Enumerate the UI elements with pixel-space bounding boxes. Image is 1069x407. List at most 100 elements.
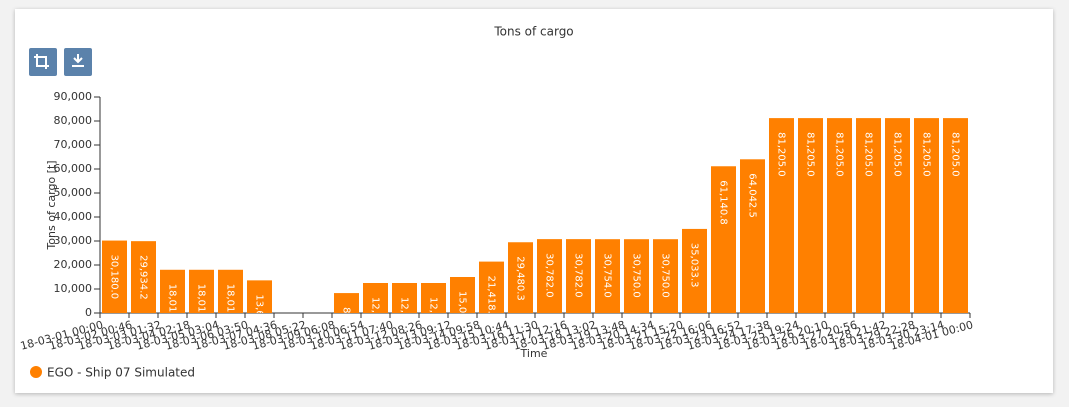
value-label-group: 81,205.0: [805, 132, 816, 177]
bar: [653, 239, 678, 313]
value-label: 30,782.0: [544, 253, 555, 298]
bar: [798, 118, 823, 313]
value-label: 15,0: [457, 291, 468, 313]
y-axis-label: Tons of cargo [t]: [45, 160, 58, 250]
value-label: 81,205.0: [921, 132, 932, 177]
download-button[interactable]: [64, 48, 92, 76]
value-label: 21,418.: [486, 276, 497, 314]
value-label: 81,205.0: [776, 132, 787, 177]
value-label: 35,033.3: [689, 243, 700, 288]
bar: [102, 240, 127, 313]
bar: [363, 283, 388, 313]
y-tick-label: 60,000: [54, 162, 93, 175]
value-label: 30,750.0: [660, 253, 671, 298]
bar: [856, 118, 881, 313]
value-label-group: 12,: [399, 297, 410, 313]
bar: [334, 293, 359, 313]
value-label-group: 8: [341, 307, 352, 313]
value-label-group: 13,6: [254, 294, 265, 316]
crop-button-bg[interactable]: [29, 48, 57, 76]
bar: [566, 239, 591, 313]
bar: [247, 280, 272, 313]
value-label: 18,01: [225, 284, 236, 313]
y-tick-label: 0: [85, 306, 92, 319]
value-label: 30,782.0: [573, 253, 584, 298]
value-label: 30,180.0: [109, 255, 120, 300]
value-label-group: 81,205.0: [892, 132, 903, 177]
bar: [508, 242, 533, 313]
y-tick-label: 40,000: [54, 210, 93, 223]
value-label-group: 12,: [370, 297, 381, 313]
bar: [218, 269, 243, 313]
value-label-group: 18,01: [196, 284, 207, 313]
value-label-group: 81,205.0: [834, 132, 845, 177]
bar: [392, 283, 417, 313]
value-label-group: 30,782.0: [544, 253, 555, 298]
bar: [421, 283, 446, 313]
bar: [711, 166, 736, 313]
y-tick-label: 20,000: [54, 258, 93, 271]
value-label-group: 21,418.: [486, 276, 497, 314]
value-label-group: 81,205.0: [950, 132, 961, 177]
value-label: 29,480.3: [515, 256, 526, 301]
value-label-group: 29,480.3: [515, 256, 526, 301]
crop-icon: [34, 54, 49, 69]
value-label-group: 30,750.0: [660, 253, 671, 298]
value-label-group: 18,01: [167, 284, 178, 313]
value-label: 8: [341, 307, 352, 313]
download-icon: [72, 54, 84, 67]
bar: [624, 239, 649, 313]
value-label-group: 30,754.0: [602, 253, 613, 298]
legend-swatch[interactable]: [30, 366, 42, 378]
bar: [740, 159, 765, 313]
y-tick-label: 30,000: [54, 234, 93, 247]
value-label-group: 81,205.0: [921, 132, 932, 177]
value-label: 81,205.0: [892, 132, 903, 177]
bar: [189, 269, 214, 313]
bar: [595, 239, 620, 313]
value-label: 29,934.2: [138, 255, 149, 300]
value-label-group: 30,782.0: [573, 253, 584, 298]
y-tick-label: 90,000: [54, 90, 93, 103]
value-label-group: 29,934.2: [138, 255, 149, 300]
value-label-group: 81,205.0: [863, 132, 874, 177]
bar: [827, 118, 852, 313]
value-label-group: 81,205.0: [776, 132, 787, 177]
value-label-group: 61,140.8: [718, 180, 729, 225]
y-tick-label: 80,000: [54, 114, 93, 127]
bar: [450, 277, 475, 313]
bar: [914, 118, 939, 313]
value-label: 81,205.0: [805, 132, 816, 177]
value-label: 18,01: [167, 284, 178, 313]
value-label-group: 35,033.3: [689, 243, 700, 288]
legend-label[interactable]: EGO - Ship 07 Simulated: [47, 366, 195, 380]
value-label: 81,205.0: [863, 132, 874, 177]
bar: [682, 228, 707, 313]
y-tick-label: 10,000: [54, 282, 93, 295]
value-label: 81,205.0: [834, 132, 845, 177]
bar: [537, 239, 562, 313]
bar: [885, 118, 910, 313]
value-label: 18,01: [196, 284, 207, 313]
bar: [769, 118, 794, 313]
bar: [131, 241, 156, 313]
value-label-group: 30,750.0: [631, 253, 642, 298]
value-label-group: 18,01: [225, 284, 236, 313]
value-label: 12,: [370, 297, 381, 313]
value-label-group: 64,042.5: [747, 173, 758, 218]
value-label-group: 30,180.0: [109, 255, 120, 300]
value-label: 30,754.0: [602, 253, 613, 298]
value-label: 13,6: [254, 294, 265, 316]
y-tick-label: 70,000: [54, 138, 93, 151]
bar: [943, 118, 968, 313]
value-label: 30,750.0: [631, 253, 642, 298]
value-label: 61,140.8: [718, 180, 729, 225]
value-label: 81,205.0: [950, 132, 961, 177]
chart-title: Tons of cargo: [493, 25, 573, 39]
value-label: 64,042.5: [747, 173, 758, 218]
crop-button[interactable]: [29, 48, 57, 76]
value-label: 12,: [399, 297, 410, 313]
x-axis-label: Time: [520, 347, 548, 360]
